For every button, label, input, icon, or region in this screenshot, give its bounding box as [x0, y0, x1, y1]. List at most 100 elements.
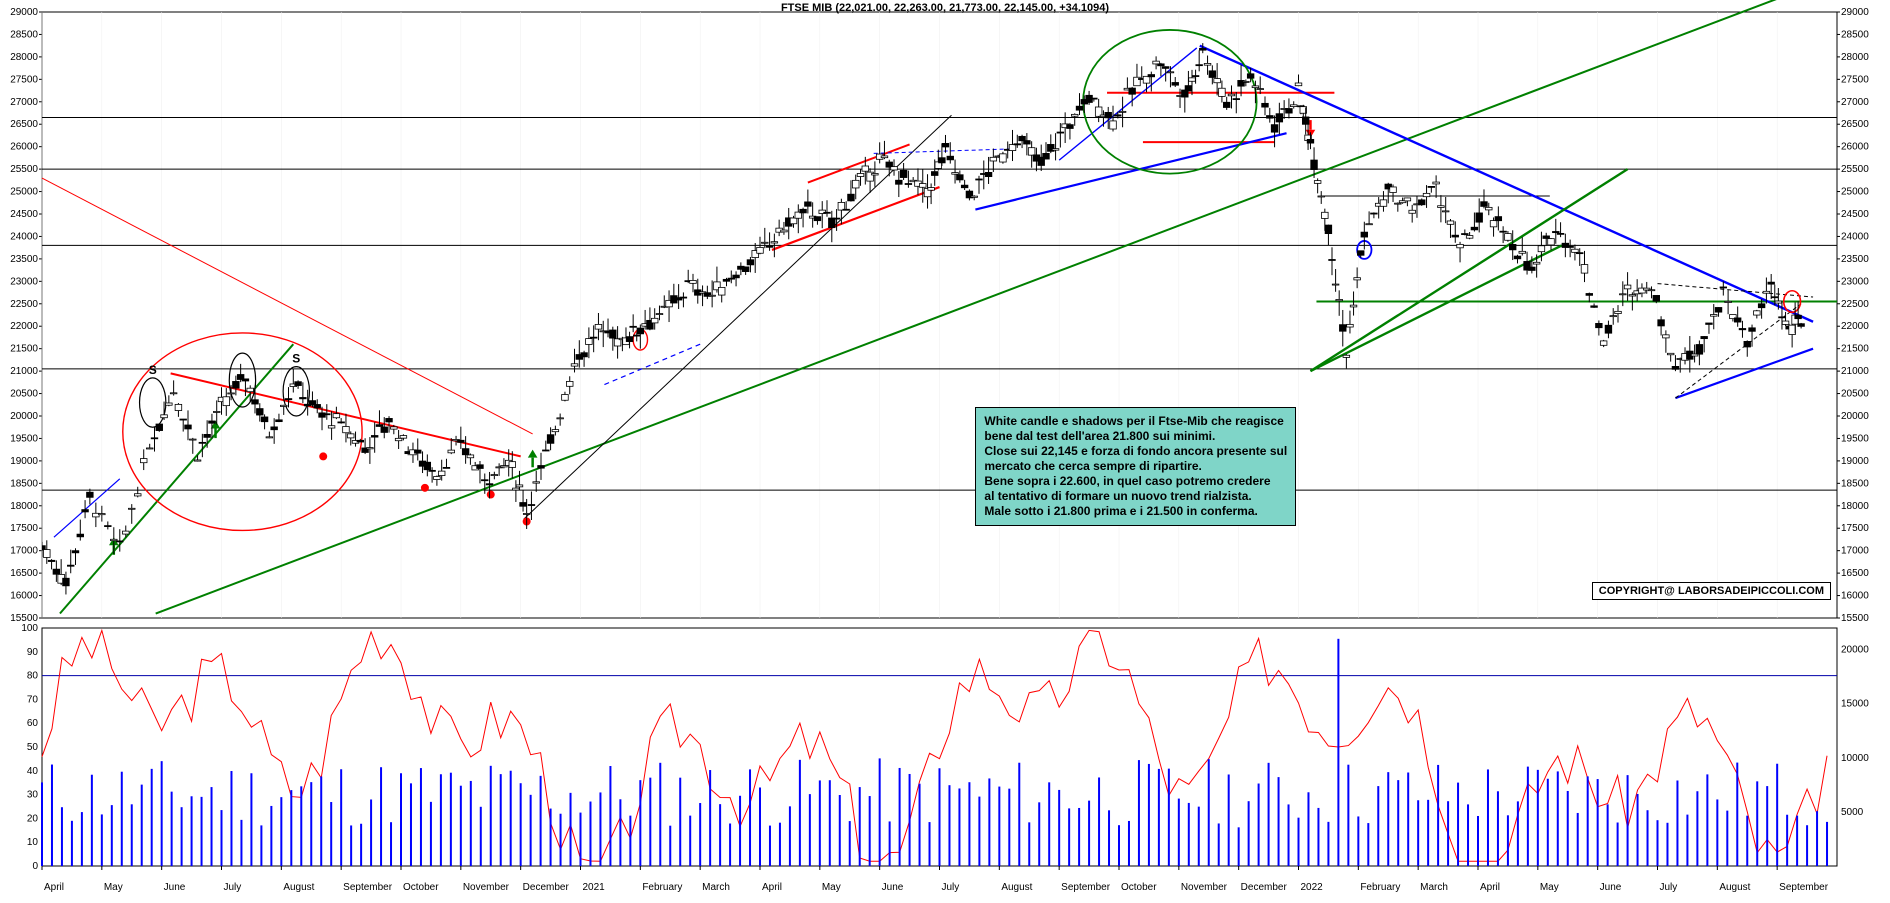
svg-text:December: December — [1241, 882, 1288, 893]
svg-text:25000: 25000 — [10, 187, 38, 198]
svg-text:19000: 19000 — [10, 456, 38, 467]
svg-text:16500: 16500 — [10, 568, 38, 579]
svg-text:18000: 18000 — [1841, 501, 1869, 512]
svg-text:100: 100 — [21, 623, 38, 634]
svg-text:10: 10 — [27, 837, 39, 848]
svg-text:28500: 28500 — [1841, 29, 1869, 40]
svg-text:February: February — [1360, 882, 1400, 893]
svg-text:27500: 27500 — [10, 74, 38, 85]
svg-text:July: July — [942, 882, 960, 893]
svg-text:S: S — [292, 352, 300, 366]
svg-text:18000: 18000 — [10, 501, 38, 512]
svg-text:27500: 27500 — [1841, 74, 1869, 85]
svg-text:October: October — [403, 882, 439, 893]
svg-text:April: April — [1480, 882, 1500, 893]
svg-text:June: June — [882, 882, 904, 893]
svg-text:24000: 24000 — [1841, 231, 1869, 242]
annotation-line: Bene sopra i 22.600, in quel caso potrem… — [984, 474, 1287, 489]
svg-text:June: June — [1600, 882, 1622, 893]
svg-text:20000: 20000 — [10, 411, 38, 422]
svg-text:24500: 24500 — [10, 209, 38, 220]
svg-text:23000: 23000 — [10, 276, 38, 287]
svg-text:24000: 24000 — [10, 231, 38, 242]
svg-text:November: November — [1181, 882, 1228, 893]
svg-text:2022: 2022 — [1301, 882, 1324, 893]
svg-text:15500: 15500 — [1841, 613, 1869, 624]
svg-text:25500: 25500 — [1841, 164, 1869, 175]
svg-text:2021: 2021 — [583, 882, 606, 893]
svg-text:April: April — [762, 882, 782, 893]
svg-text:June: June — [164, 882, 186, 893]
annotation-line: mercato che cerca sempre di ripartire. — [984, 459, 1287, 474]
copyright-box: COPYRIGHT@ LABORSADEIPICCOLI.COM — [1592, 582, 1831, 600]
svg-text:18500: 18500 — [10, 478, 38, 489]
svg-text:May: May — [822, 882, 841, 893]
svg-text:21500: 21500 — [10, 344, 38, 355]
svg-text:August: August — [1001, 882, 1032, 893]
svg-text:19500: 19500 — [10, 433, 38, 444]
svg-text:17500: 17500 — [10, 523, 38, 534]
svg-text:December: December — [523, 882, 570, 893]
svg-text:September: September — [343, 882, 393, 893]
annotation-line: bene dal test dell'area 21.800 sui minim… — [984, 429, 1287, 444]
svg-text:17000: 17000 — [1841, 546, 1869, 557]
svg-text:20: 20 — [27, 813, 39, 824]
svg-text:15000: 15000 — [1841, 699, 1869, 710]
svg-text:20500: 20500 — [10, 389, 38, 400]
svg-text:23500: 23500 — [1841, 254, 1869, 265]
svg-text:16000: 16000 — [1841, 591, 1869, 602]
svg-text:30: 30 — [27, 790, 39, 801]
svg-text:August: August — [1719, 882, 1750, 893]
svg-text:November: November — [463, 882, 510, 893]
svg-text:22500: 22500 — [10, 299, 38, 310]
svg-text:October: October — [1121, 882, 1157, 893]
svg-text:May: May — [1540, 882, 1559, 893]
svg-text:21000: 21000 — [10, 366, 38, 377]
svg-text:July: July — [1660, 882, 1678, 893]
annotation-line: Close sui 22,145 e forza di fondo ancora… — [984, 444, 1287, 459]
svg-text:17000: 17000 — [10, 546, 38, 557]
svg-text:17500: 17500 — [1841, 523, 1869, 534]
svg-text:March: March — [1420, 882, 1448, 893]
svg-text:S: S — [149, 363, 157, 377]
svg-text:19500: 19500 — [1841, 433, 1869, 444]
svg-text:26000: 26000 — [10, 142, 38, 153]
svg-text:90: 90 — [27, 647, 39, 658]
svg-text:September: September — [1061, 882, 1111, 893]
svg-text:28500: 28500 — [10, 29, 38, 40]
svg-text:21000: 21000 — [1841, 366, 1869, 377]
annotation-line: White candle e shadows per il Ftse-Mib c… — [984, 414, 1287, 429]
svg-text:5000: 5000 — [1841, 807, 1864, 818]
svg-text:26500: 26500 — [1841, 119, 1869, 130]
svg-text:July: July — [224, 882, 242, 893]
annotation-line: Male sotto i 21.800 prima e i 21.500 in … — [984, 504, 1287, 519]
svg-text:20000: 20000 — [1841, 645, 1869, 656]
svg-text:16500: 16500 — [1841, 568, 1869, 579]
svg-text:10000: 10000 — [1841, 753, 1869, 764]
svg-text:28000: 28000 — [1841, 52, 1869, 63]
svg-text:24500: 24500 — [1841, 209, 1869, 220]
svg-text:16000: 16000 — [10, 591, 38, 602]
svg-text:27000: 27000 — [1841, 97, 1869, 108]
svg-text:26000: 26000 — [1841, 142, 1869, 153]
annotation-line: al tentativo di formare un nuovo trend r… — [984, 489, 1287, 504]
svg-text:28000: 28000 — [10, 52, 38, 63]
svg-text:22000: 22000 — [10, 321, 38, 332]
svg-text:February: February — [642, 882, 682, 893]
svg-text:18500: 18500 — [1841, 478, 1869, 489]
svg-text:March: March — [702, 882, 730, 893]
svg-text:25500: 25500 — [10, 164, 38, 175]
svg-text:April: April — [44, 882, 64, 893]
svg-text:23500: 23500 — [10, 254, 38, 265]
svg-text:26500: 26500 — [10, 119, 38, 130]
chart-title: FTSE MIB (22,021.00, 22,263.00, 21,773.0… — [0, 2, 1890, 14]
svg-text:19000: 19000 — [1841, 456, 1869, 467]
svg-text:60: 60 — [27, 718, 39, 729]
svg-text:25000: 25000 — [1841, 187, 1869, 198]
svg-text:22000: 22000 — [1841, 321, 1869, 332]
svg-text:40: 40 — [27, 766, 39, 777]
svg-text:20500: 20500 — [1841, 389, 1869, 400]
svg-text:22500: 22500 — [1841, 299, 1869, 310]
svg-text:23000: 23000 — [1841, 276, 1869, 287]
svg-text:September: September — [1779, 882, 1829, 893]
